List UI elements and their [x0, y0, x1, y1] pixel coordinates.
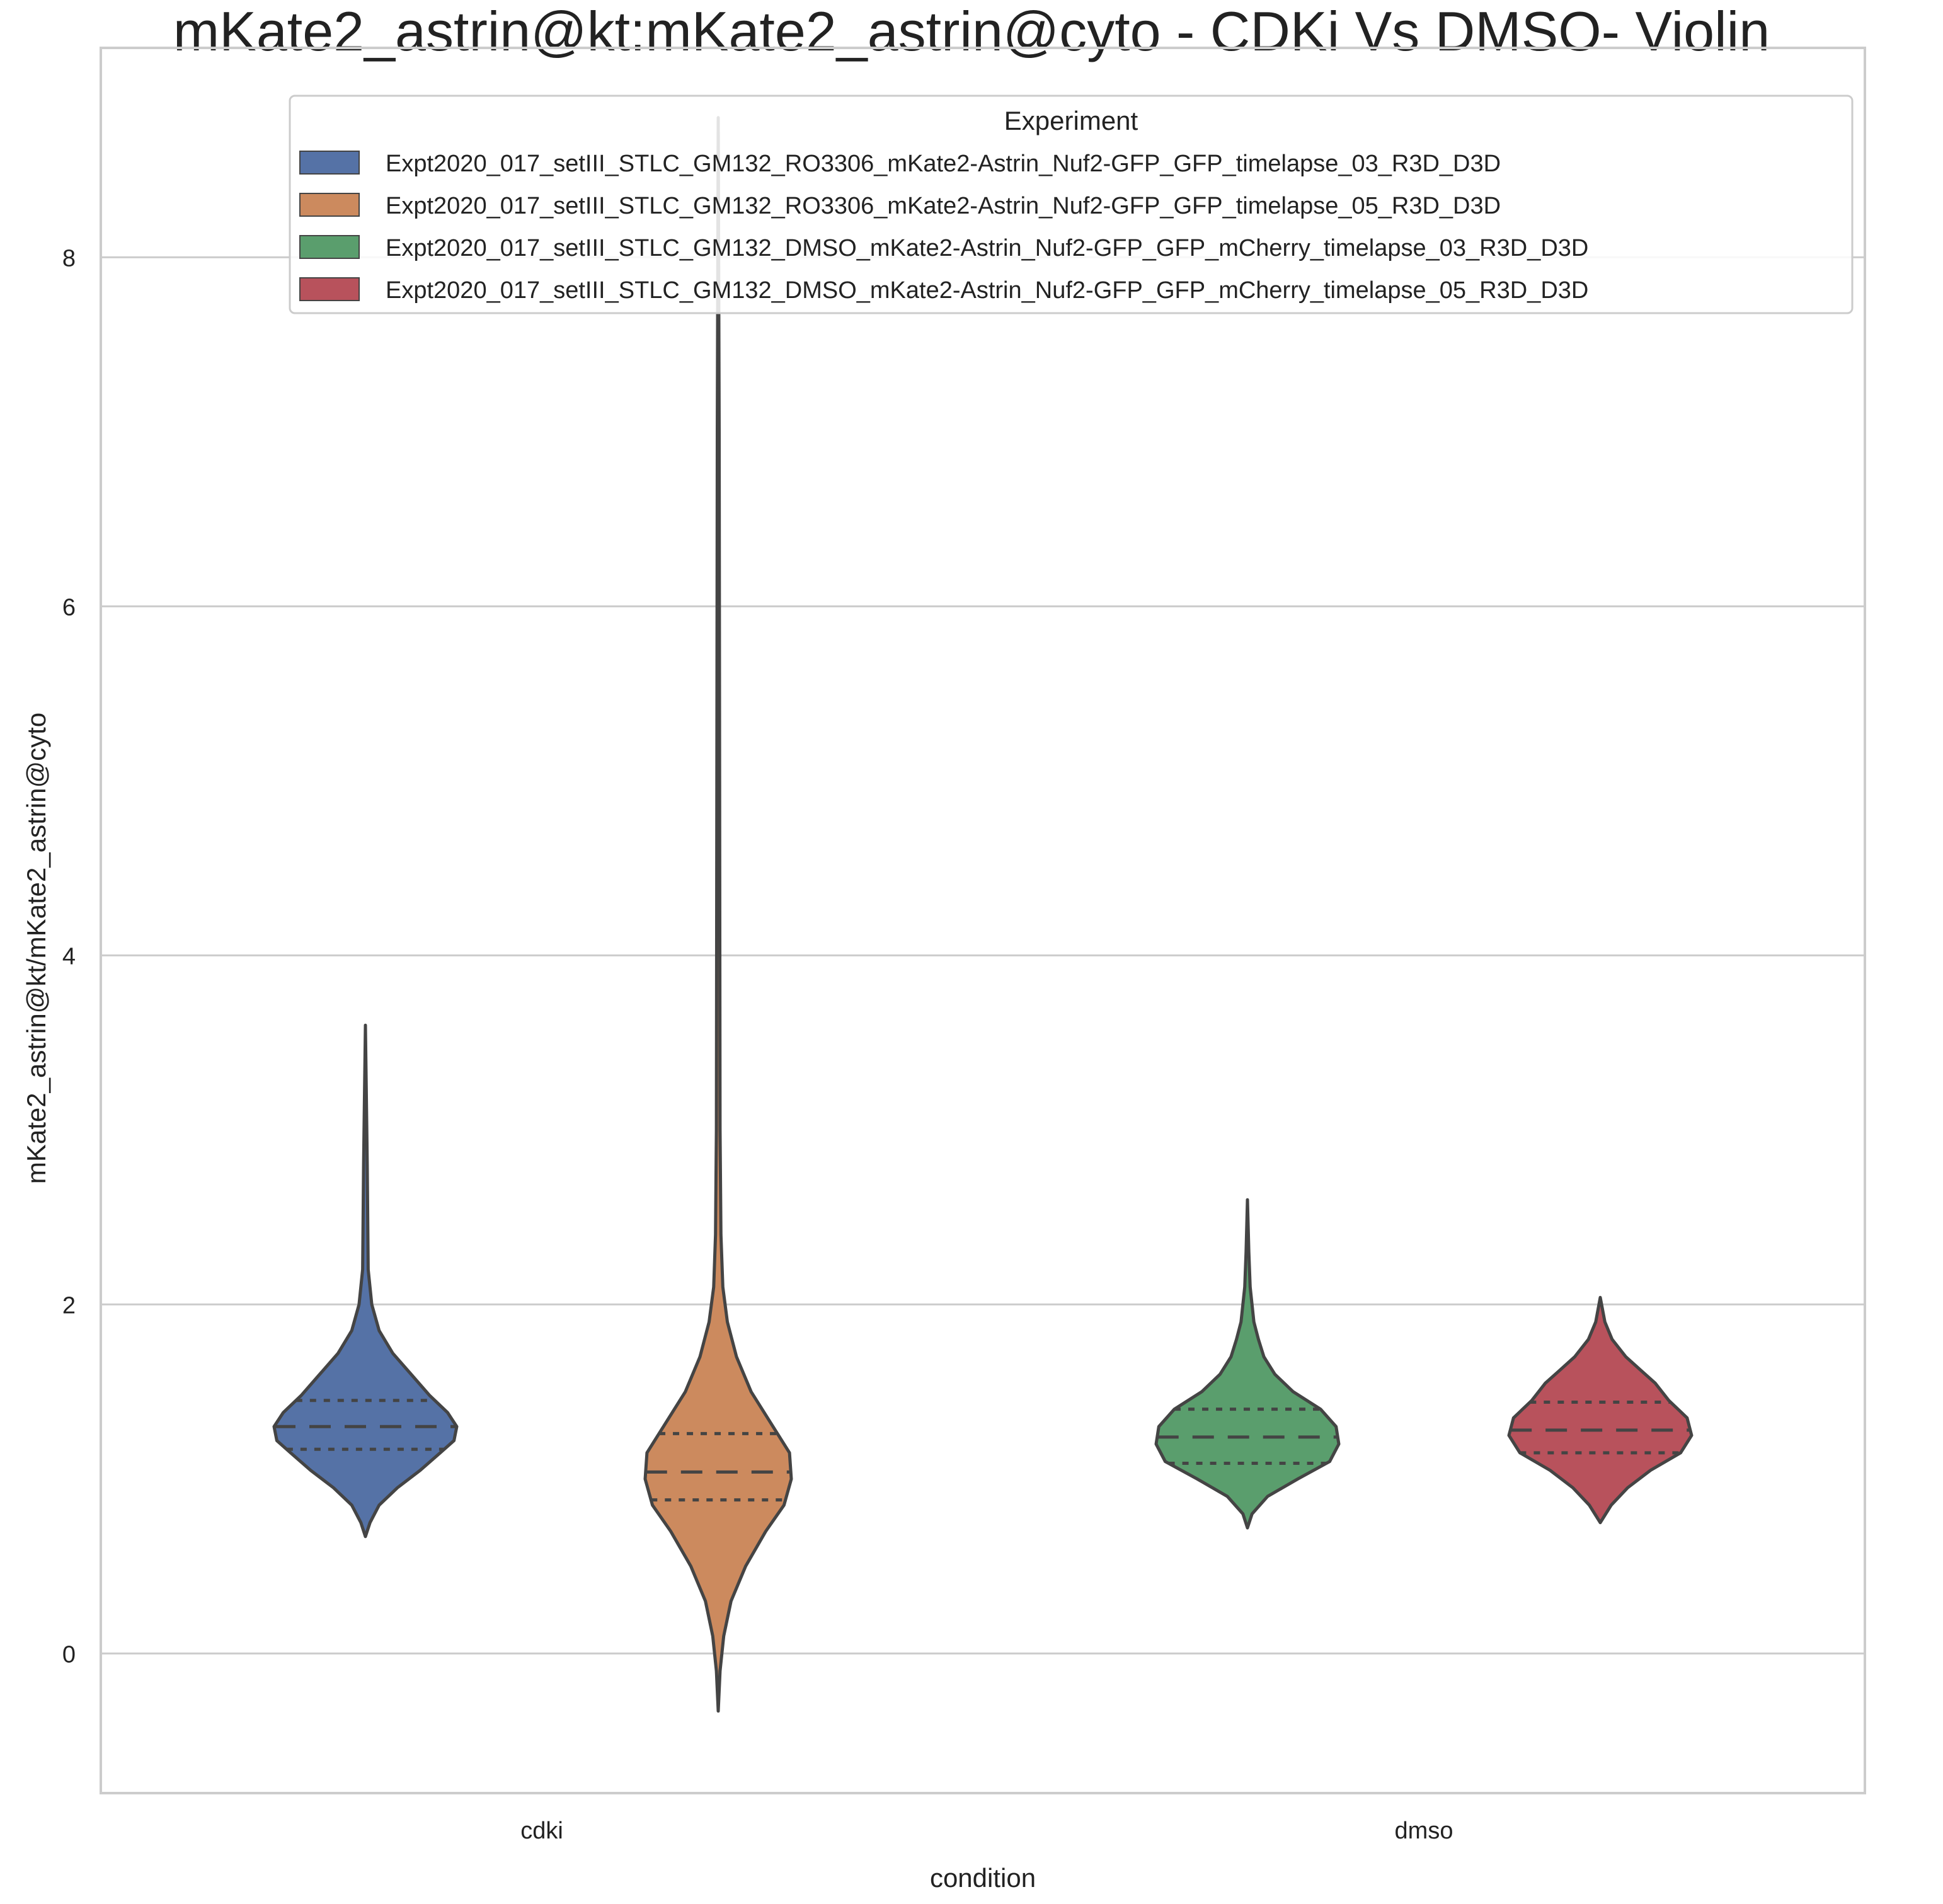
legend-entry-label: Expt2020_017_setIII_STLC_GM132_DMSO_mKat…	[386, 235, 1588, 261]
y-tick-label: 0	[62, 1641, 76, 1668]
violin-body	[1507, 1295, 1694, 1525]
chart-title: mKate2_astrin@kt:mKate2_astrin@cyto - CD…	[173, 0, 1770, 62]
legend-entry-label: Expt2020_017_setIII_STLC_GM132_RO3306_mK…	[386, 151, 1501, 177]
x-tick-label: dmso	[1395, 1818, 1453, 1844]
legend: Experiment Expt2020_017_setIII_STLC_GM13…	[289, 95, 1854, 314]
legend-title: Experiment	[1004, 106, 1138, 135]
x-axis-ticks: cdki dmso	[520, 1818, 1453, 1844]
x-tick-label: cdki	[520, 1818, 563, 1844]
violin-body	[1154, 1198, 1341, 1530]
violins	[272, 116, 1694, 1713]
legend-swatch	[299, 277, 360, 301]
plot-frame	[100, 47, 1866, 1794]
y-tick-label: 4	[62, 943, 76, 970]
legend-box	[289, 95, 1854, 314]
violin-body	[272, 1023, 459, 1539]
x-axis-label: condition	[930, 1863, 1036, 1893]
y-axis-ticks: 0 2 4 6 8	[62, 245, 76, 1668]
y-tick-label: 6	[62, 594, 76, 621]
legend-swatch	[299, 151, 360, 175]
y-axis-label: mKate2_astrin@kt/mKate2_astrin@cyto	[21, 713, 51, 1184]
y-tick-label: 8	[62, 245, 76, 272]
legend-swatch	[299, 235, 360, 259]
y-tick-label: 2	[62, 1292, 76, 1319]
legend-swatch	[299, 193, 360, 217]
legend-entry-label: Expt2020_017_setIII_STLC_GM132_DMSO_mKat…	[386, 277, 1588, 304]
legend-entry-label: Expt2020_017_setIII_STLC_GM132_RO3306_mK…	[386, 193, 1501, 219]
